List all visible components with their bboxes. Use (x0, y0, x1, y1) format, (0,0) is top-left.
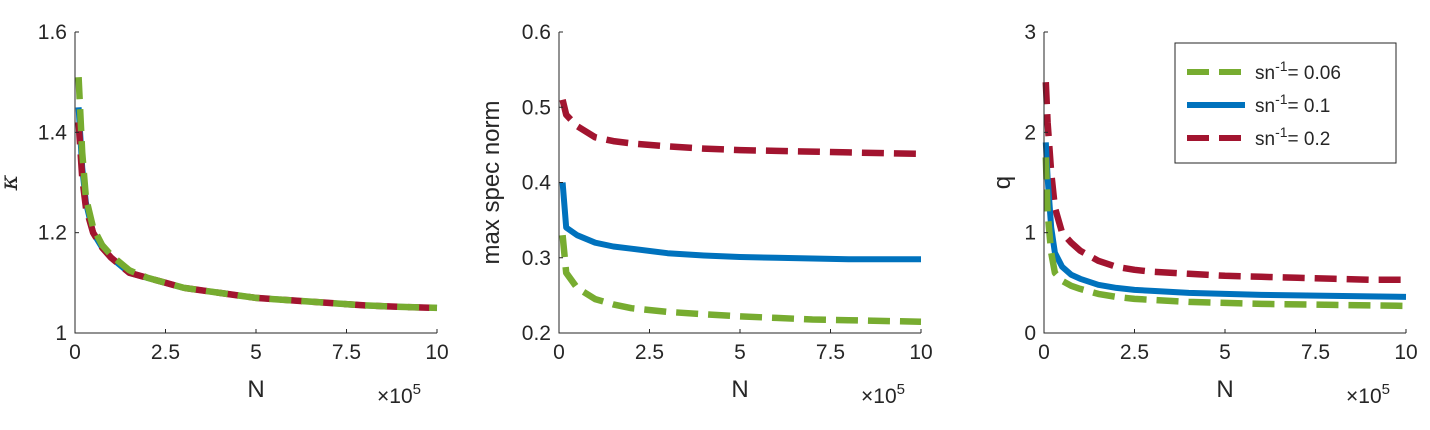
x-tick-label: 2.5 (1120, 341, 1149, 364)
kappa-panel: 0 2.5 5 7.5 10 1 1.2 1.4 1.6 N ×105 κ (0, 21, 449, 408)
x-tick-label: 0 (69, 341, 81, 364)
series-line-0 (75, 107, 438, 311)
y-tick-label: 0.4 (522, 172, 552, 195)
y-tick-label: 1 (1024, 222, 1036, 245)
y-axis-label: κ (0, 174, 23, 191)
x-tick-label: 0 (1038, 341, 1050, 364)
series-line-2 (1042, 157, 1407, 310)
y-tick-label: 0.3 (522, 247, 551, 270)
x-tick-label: 2.5 (635, 341, 664, 364)
y-tick-label: 1.2 (38, 222, 67, 245)
y-tick-label: 0.5 (522, 96, 551, 119)
x-axis-label: N (731, 376, 748, 403)
x-tick-label: 0 (553, 341, 565, 364)
series-line-1 (559, 182, 921, 263)
y-tick-label: 0 (1024, 322, 1036, 345)
x-tick-label: 7.5 (332, 341, 361, 364)
x-tick-label: 10 (425, 341, 448, 364)
series-line-1 (75, 122, 438, 312)
series-line-2 (75, 77, 438, 312)
x-tick-label: 5 (1219, 341, 1231, 364)
series-line-0 (559, 98, 922, 158)
x-tick-label: 7.5 (816, 341, 845, 364)
y-axis-label: max spec norm (478, 100, 505, 264)
x-exponent-label: ×105 (861, 381, 905, 408)
max-spec-norm-panel: 0 2.5 5 7.5 10 0.2 0.3 0.4 0.5 0.6 N ×105 max spec n… (478, 21, 933, 408)
axes-frame (558, 32, 921, 334)
x-axis-label: N (1216, 376, 1233, 403)
y-tick-label: 3 (1024, 21, 1036, 44)
legend-label: sn-1= 0.2 (1255, 124, 1330, 150)
series-line-1 (1042, 142, 1407, 300)
legend-label: sn-1= 0.06 (1255, 58, 1341, 84)
x-tick-label: 2.5 (151, 341, 180, 364)
axes-frame (74, 32, 437, 334)
y-tick-label: 1.4 (38, 121, 68, 144)
q-panel: 0 2.5 5 7.5 10 0 1 2 3 N ×105 q (989, 21, 1418, 408)
x-exponent-label: ×105 (377, 381, 421, 408)
x-tick-label: 5 (734, 341, 746, 364)
x-tick-label: 5 (250, 341, 262, 364)
y-tick-label: 2 (1024, 121, 1036, 144)
y-tick-label: 1 (55, 322, 67, 345)
x-exponent-label: ×105 (1346, 381, 1390, 408)
series-line-0 (1042, 82, 1406, 284)
y-tick-label: 0.6 (522, 21, 551, 44)
x-tick-label: 7.5 (1301, 341, 1330, 364)
legend-label: sn-1= 0.1 (1255, 91, 1330, 117)
x-tick-label: 10 (909, 341, 932, 364)
y-tick-label: 1.6 (38, 21, 67, 44)
x-tick-label: 10 (1394, 341, 1417, 364)
legend: sn-1= 0.06 sn-1= 0.1 sn-1= 0.2 (1174, 42, 1397, 164)
y-axis-label: q (989, 176, 1016, 189)
x-axis-label: N (247, 376, 264, 403)
series-line-2 (559, 234, 922, 325)
y-tick-label: 0.2 (522, 322, 551, 345)
